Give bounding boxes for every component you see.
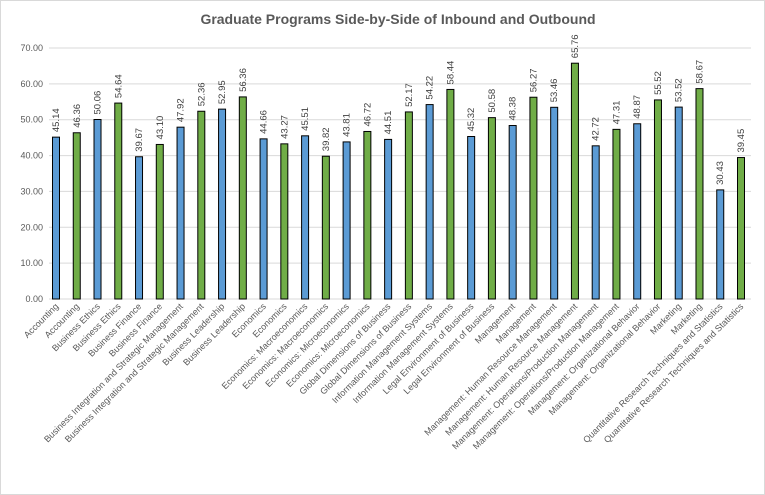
data-label: 53.52	[674, 78, 685, 102]
data-label: 43.10	[155, 116, 166, 140]
bar-outbound	[529, 96, 538, 300]
bar-outbound	[612, 128, 621, 300]
data-label: 39.45	[736, 129, 747, 153]
data-label: 65.76	[570, 34, 581, 58]
data-label: 52.17	[404, 83, 415, 107]
bar-inbound	[176, 126, 185, 300]
bar-inbound	[425, 104, 434, 300]
y-tick-label: 70.00	[20, 43, 43, 53]
bar-inbound	[52, 136, 60, 300]
data-label: 55.52	[653, 71, 664, 95]
data-label: 53.46	[549, 79, 560, 103]
data-label: 50.06	[93, 91, 104, 115]
data-label: 52.95	[217, 80, 228, 104]
data-label: 43.27	[279, 115, 290, 139]
bar-inbound	[384, 138, 393, 300]
data-label: 39.67	[134, 128, 145, 152]
data-label: 56.36	[238, 68, 249, 92]
bar-inbound	[591, 145, 600, 300]
data-label: 48.87	[632, 95, 643, 119]
data-label: 45.51	[300, 107, 311, 131]
data-label: 45.14	[51, 108, 62, 132]
bar-inbound	[716, 189, 725, 300]
data-label: 58.67	[694, 60, 705, 84]
data-label: 47.31	[611, 101, 622, 125]
bar-outbound	[695, 88, 704, 300]
bar-outbound	[737, 157, 745, 300]
bar-inbound	[259, 138, 268, 300]
data-label: 42.72	[591, 117, 602, 141]
bar-outbound	[72, 132, 81, 300]
bar-outbound	[197, 110, 206, 300]
y-tick-label: 30.00	[20, 186, 43, 196]
data-label: 45.32	[466, 108, 477, 132]
bar-outbound	[238, 96, 247, 300]
bar-inbound	[342, 141, 351, 300]
y-tick-label: 0.00	[25, 294, 43, 304]
bar-outbound	[487, 117, 496, 300]
bar-outbound	[155, 143, 164, 300]
bar-inbound	[633, 123, 642, 300]
y-tick-label: 40.00	[20, 151, 43, 161]
data-label: 54.22	[425, 76, 436, 100]
data-label: 48.38	[508, 97, 519, 121]
bar-outbound	[321, 155, 330, 300]
y-tick-label: 60.00	[20, 79, 43, 89]
data-label: 43.81	[342, 113, 353, 137]
data-label: 46.72	[362, 103, 373, 127]
data-label: 50.58	[487, 89, 498, 113]
bar-outbound	[280, 143, 289, 300]
bar-inbound	[508, 125, 517, 300]
bar-outbound	[363, 130, 372, 300]
y-tick-label: 20.00	[20, 222, 43, 232]
data-label: 44.51	[383, 111, 394, 135]
data-label: 54.64	[113, 74, 124, 98]
data-label: 30.43	[715, 161, 726, 185]
y-tick-label: 50.00	[20, 115, 43, 125]
y-tick-label: 10.00	[20, 258, 43, 268]
bar-inbound	[674, 106, 683, 300]
bar-outbound	[446, 88, 455, 300]
data-label: 44.66	[259, 110, 270, 134]
bar-inbound	[301, 135, 310, 300]
data-label: 56.27	[528, 68, 539, 92]
data-label: 46.36	[72, 104, 83, 128]
bar-inbound	[135, 156, 144, 300]
chart-title: Graduate Programs Side-by-Side of Inboun…	[200, 11, 595, 27]
bar-outbound	[114, 102, 123, 300]
bar-inbound	[93, 118, 102, 300]
bar-outbound	[404, 111, 413, 300]
bar-outbound	[570, 62, 579, 300]
data-label: 52.36	[196, 82, 207, 106]
data-label: 58.44	[445, 61, 456, 85]
data-label: 47.92	[176, 98, 187, 122]
bar-inbound	[218, 108, 227, 300]
bar-inbound	[550, 106, 559, 300]
data-label: 39.82	[321, 127, 332, 151]
bar-inbound	[467, 135, 476, 300]
bar-outbound	[653, 99, 662, 300]
